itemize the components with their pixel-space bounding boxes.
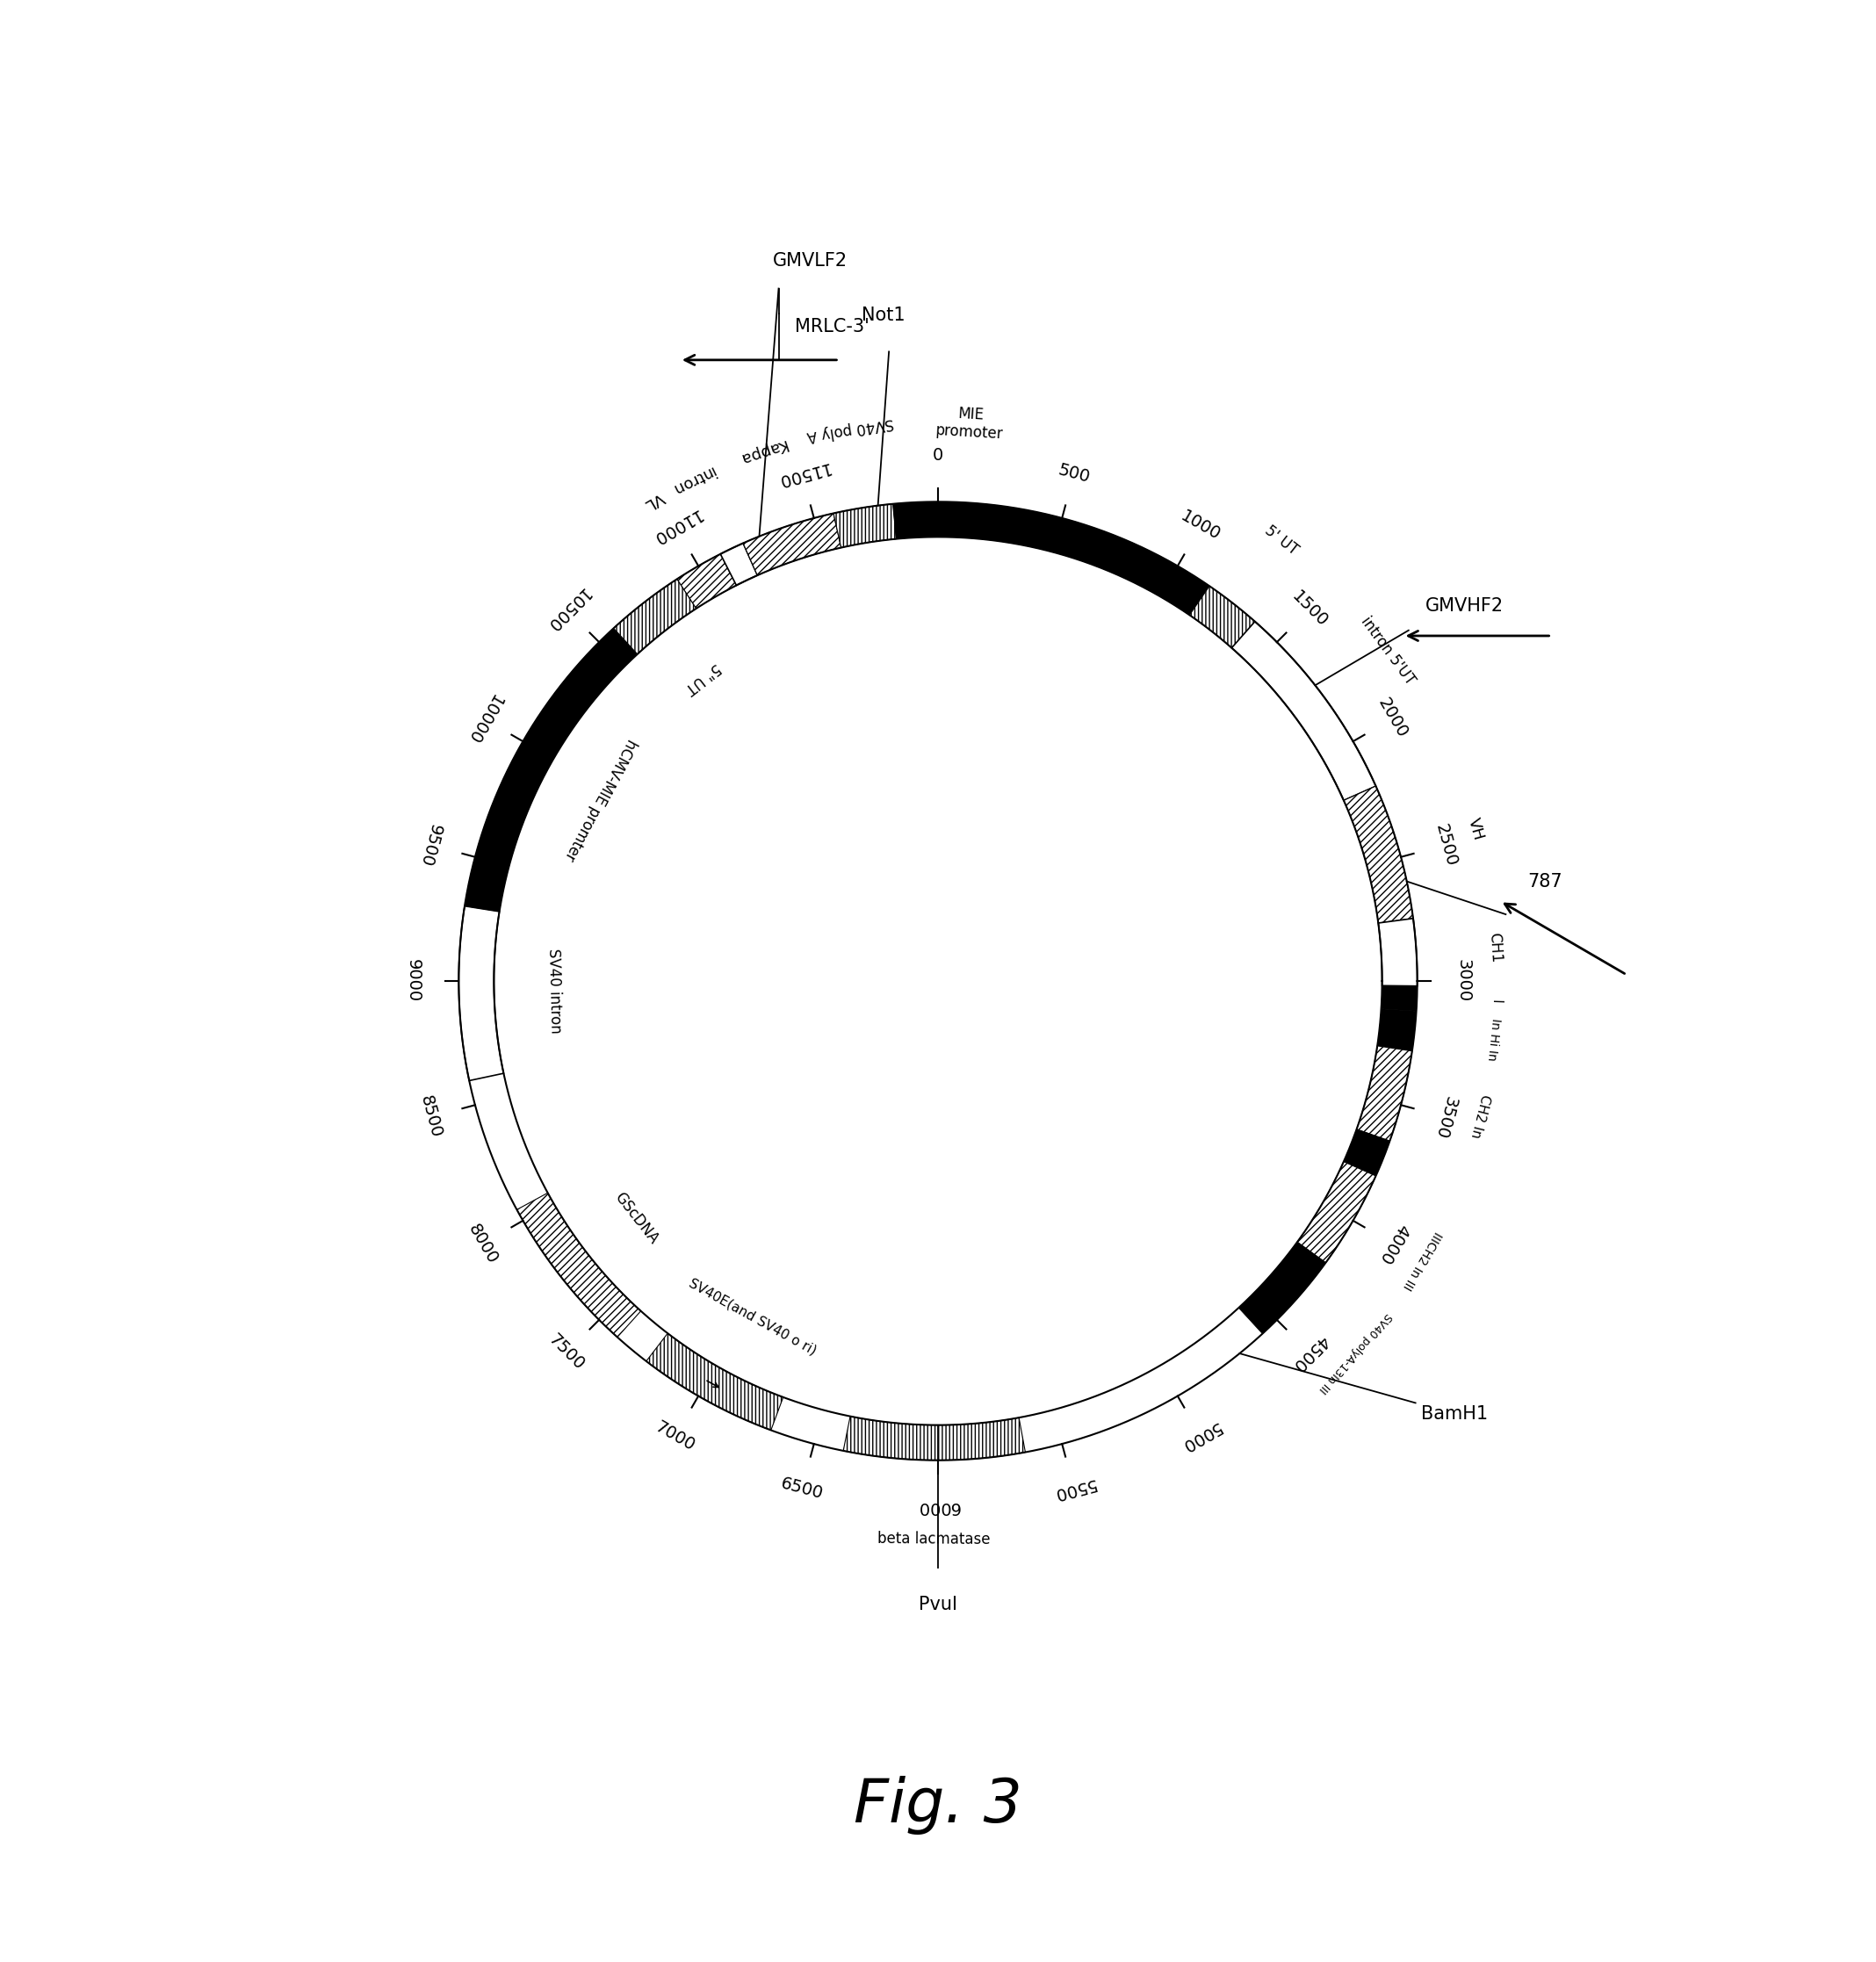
Text: 5500: 5500 (1051, 1475, 1097, 1503)
Text: 5" UT: 5" UT (683, 659, 724, 697)
Text: 6000: 6000 (917, 1499, 959, 1515)
Text: VH: VH (1465, 816, 1486, 842)
Text: BamH1: BamH1 (1420, 1405, 1488, 1422)
Text: 9000: 9000 (403, 959, 420, 1003)
Polygon shape (833, 504, 897, 547)
Text: hCMV-MIE promter: hCMV-MIE promter (561, 736, 640, 863)
Text: intron 5'UT: intron 5'UT (1358, 614, 1418, 687)
Text: IIICH2 In III: IIICH2 In III (1399, 1228, 1443, 1291)
Text: intron: intron (668, 463, 717, 496)
Text: 2000: 2000 (1375, 695, 1411, 742)
Text: SV40 intron: SV40 intron (546, 948, 563, 1034)
Polygon shape (720, 543, 758, 585)
Text: 11500: 11500 (773, 459, 831, 489)
Text: SV40E(and SV40 o ri): SV40E(and SV40 o ri) (687, 1275, 818, 1358)
Text: GMVHF2: GMVHF2 (1426, 596, 1503, 614)
Text: 11000: 11000 (647, 506, 704, 547)
Text: 10000: 10000 (461, 691, 503, 746)
Text: 787: 787 (1527, 873, 1563, 891)
Text: 9500: 9500 (416, 822, 445, 867)
Text: SV40 polyA-13In III: SV40 polyA-13In III (1317, 1311, 1394, 1395)
Text: Fig. 3: Fig. 3 (854, 1776, 1022, 1834)
Text: 8000: 8000 (465, 1220, 501, 1267)
Text: VL: VL (642, 489, 666, 512)
Text: 3500: 3500 (1431, 1095, 1460, 1140)
Polygon shape (1343, 1130, 1390, 1175)
Text: 7500: 7500 (546, 1332, 587, 1373)
Polygon shape (645, 1334, 782, 1430)
Text: 7000: 7000 (653, 1419, 698, 1454)
Polygon shape (1233, 622, 1375, 800)
Text: 4500: 4500 (1289, 1332, 1330, 1373)
Polygon shape (465, 628, 638, 912)
Text: Kappa: Kappa (737, 436, 788, 467)
Text: 0: 0 (932, 447, 944, 463)
Text: CH1: CH1 (1486, 932, 1505, 963)
Text: 5' UT: 5' UT (1263, 524, 1302, 559)
Text: 5000: 5000 (1178, 1419, 1223, 1454)
Text: CH2 In: CH2 In (1469, 1093, 1491, 1138)
Polygon shape (1298, 1162, 1375, 1264)
Text: 500: 500 (1056, 461, 1092, 487)
Text: MRLC-3': MRLC-3' (795, 318, 870, 336)
Polygon shape (1381, 985, 1416, 1010)
Polygon shape (1356, 1046, 1413, 1142)
Polygon shape (1377, 1008, 1416, 1052)
Polygon shape (460, 502, 1416, 1460)
Text: beta lacmatase: beta lacmatase (878, 1530, 991, 1548)
Text: In Hi In: In Hi In (1486, 1018, 1501, 1061)
Text: 8500: 8500 (416, 1095, 445, 1140)
Text: 1500: 1500 (1289, 589, 1330, 630)
Text: MIE
promoter: MIE promoter (936, 404, 1006, 443)
Polygon shape (1379, 918, 1416, 987)
Text: 4000: 4000 (1375, 1220, 1411, 1267)
Polygon shape (743, 514, 840, 575)
Text: PvuI: PvuI (919, 1595, 957, 1613)
Text: 10500: 10500 (542, 585, 591, 634)
Text: 3000: 3000 (1456, 959, 1473, 1003)
Text: 2500: 2500 (1431, 822, 1460, 867)
Text: SV40 poly A: SV40 poly A (807, 414, 895, 443)
Text: 1000: 1000 (1178, 508, 1223, 543)
Polygon shape (893, 502, 1210, 614)
Text: 6500: 6500 (779, 1475, 825, 1503)
Polygon shape (1343, 787, 1413, 922)
Polygon shape (1238, 1242, 1326, 1334)
Polygon shape (516, 1193, 642, 1338)
Polygon shape (613, 579, 696, 653)
Polygon shape (677, 553, 737, 608)
Polygon shape (844, 1417, 1026, 1460)
Text: Not1: Not1 (861, 306, 906, 324)
Text: I: I (1490, 999, 1503, 1005)
Text: GScDNA: GScDNA (612, 1189, 662, 1248)
Text: GMVLF2: GMVLF2 (773, 253, 848, 271)
Polygon shape (1189, 587, 1255, 647)
Polygon shape (460, 906, 503, 1081)
